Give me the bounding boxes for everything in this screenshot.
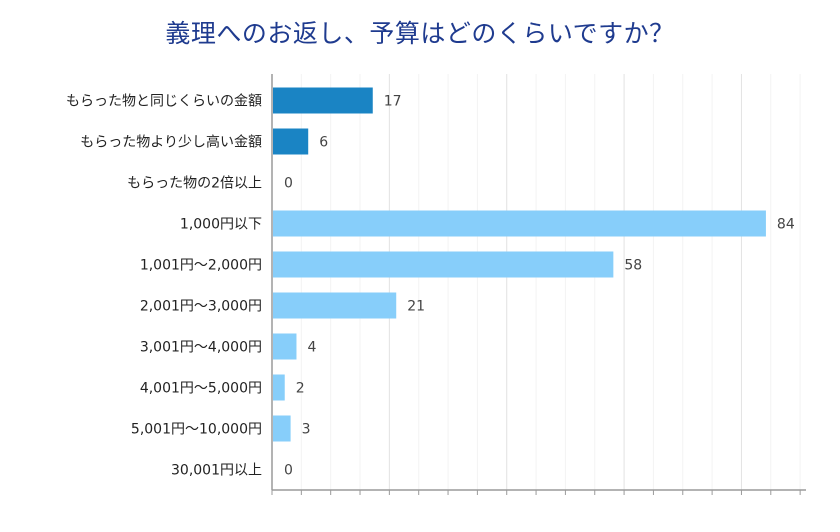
value-label: 4 [307,340,316,356]
value-label: 21 [407,299,425,315]
category-label: 1,001円～2,000円 [140,258,262,274]
bars [273,87,766,442]
value-label: 6 [319,135,328,151]
category-label: もらった物と同じくらいの金額 [66,94,262,110]
category-label: 4,001円～5,000円 [140,381,262,397]
chart-title: 義理へのお返し、予算はどのくらいですか？ [165,19,675,48]
value-label: 3 [302,422,311,438]
value-labels: 17 6 0 84 58 21 4 2 3 0 [284,94,795,479]
category-label: 30,001円以上 [171,463,262,479]
axes [271,74,806,495]
bar [273,374,285,401]
bar [273,87,373,114]
category-label: もらった物の2倍以上 [127,176,262,192]
category-label: もらった物より少し高い金額 [80,134,262,151]
category-label: 2,001円～3,000円 [140,299,262,315]
category-label: 3,001円～4,000円 [140,340,262,356]
bar [273,128,309,155]
value-label: 2 [296,381,305,397]
value-label: 84 [777,217,795,233]
category-label: 5,001円～10,000円 [131,422,262,438]
bar [273,210,766,237]
bar [273,251,614,278]
value-label: 0 [284,176,293,192]
category-label: 1,000円以下 [180,217,262,233]
bar [273,415,291,442]
bar [273,292,397,319]
value-label: 0 [284,463,293,479]
bar [273,333,297,360]
value-label: 58 [624,258,642,274]
grid-lines [300,74,801,490]
value-label: 17 [384,94,402,110]
